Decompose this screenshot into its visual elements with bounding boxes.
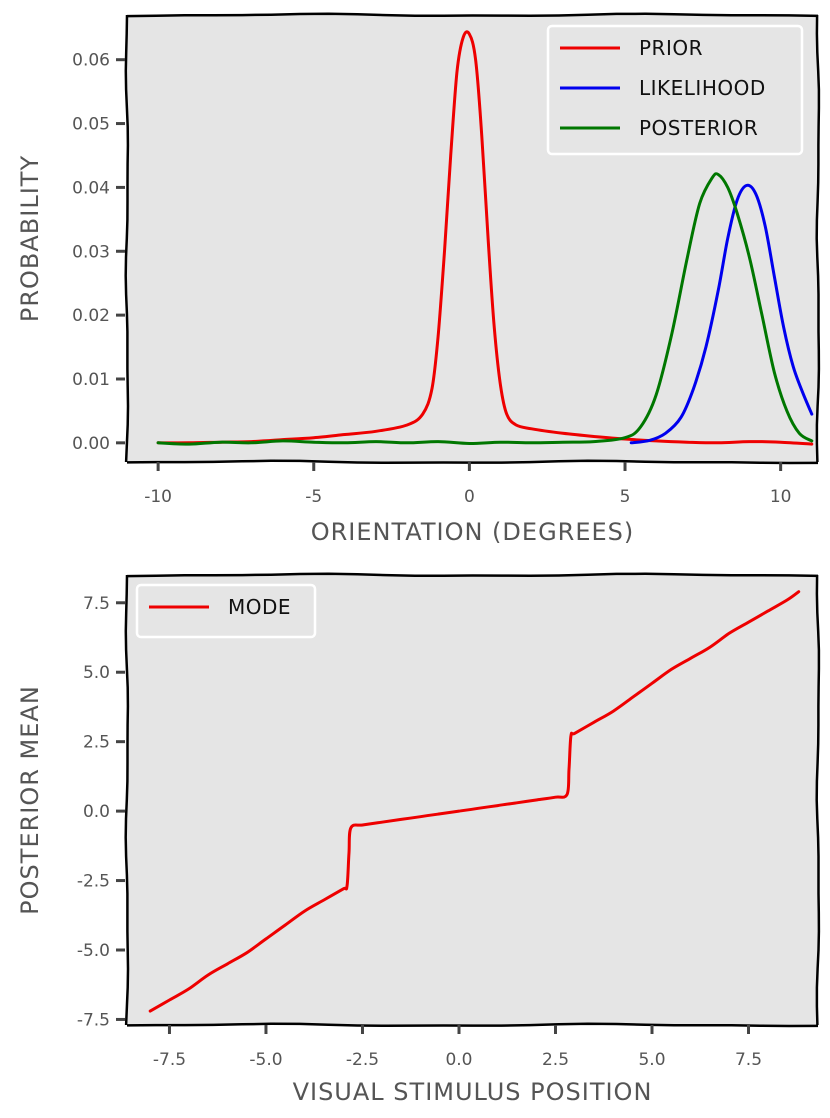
frame-right xyxy=(815,14,821,463)
x-tick-label: 0.0 xyxy=(445,1050,472,1070)
frame-top xyxy=(126,572,819,578)
y-tick-label: 2.5 xyxy=(83,733,110,753)
y-tick-label: 0.04 xyxy=(72,178,110,198)
x-tick-label: -2.5 xyxy=(346,1050,379,1070)
x-tick-label: -5.0 xyxy=(249,1050,282,1070)
frame-left xyxy=(124,14,130,463)
x-tick-label: 7.5 xyxy=(735,1050,762,1070)
x-tick-label: 0 xyxy=(464,487,475,507)
x-tick-label: 2.5 xyxy=(542,1050,569,1070)
y-tick-label: 0.05 xyxy=(72,115,110,135)
series-line-mode xyxy=(148,590,801,1013)
y-tick-label: -2.5 xyxy=(77,872,110,892)
y-tick-label: 0.03 xyxy=(72,242,110,262)
legend-label: POSTERIOR xyxy=(639,116,758,140)
y-axis-label: POSTERIOR MEAN xyxy=(16,685,44,915)
chart-probability: -10 -5 0 5 10 0.00 0.01 0.02 0.03 0.04 0.05 0.06 ORI… xyxy=(16,12,821,546)
legend-box xyxy=(546,24,804,156)
x-tick-label: 10 xyxy=(770,487,792,507)
x-axis-label: VISUAL STIMULUS POSITION xyxy=(293,1078,653,1106)
x-tick-label: -7.5 xyxy=(153,1050,186,1070)
frame-right xyxy=(815,574,821,1026)
y-tick-label: -7.5 xyxy=(77,1010,110,1030)
legend-label: PRIOR xyxy=(639,36,703,60)
series-line-prior xyxy=(156,30,814,446)
x-tick-label: 5.0 xyxy=(638,1050,665,1070)
x-tick-label: -10 xyxy=(144,487,172,507)
frame-left xyxy=(124,574,130,1026)
frame-bottom xyxy=(126,459,819,465)
x-tick-label: -5 xyxy=(305,487,322,507)
frame-top xyxy=(126,12,819,18)
y-tick-label: 0.02 xyxy=(72,306,110,326)
y-tick-label: 0.00 xyxy=(72,434,110,454)
legend-label: LIKELIHOOD xyxy=(639,76,766,100)
y-axis-label: PROBABILITY xyxy=(16,155,44,322)
legend-label: MODE xyxy=(228,595,291,619)
y-tick-label: 0.0 xyxy=(83,802,110,822)
series-line-likelihood xyxy=(629,183,814,445)
y-tick-label: -5.0 xyxy=(77,941,110,961)
x-tick-label: 5 xyxy=(620,487,631,507)
frame-bottom xyxy=(126,1022,819,1028)
y-tick-label: 7.5 xyxy=(83,594,110,614)
y-tick-label: 0.06 xyxy=(72,51,110,71)
chart-posterior-mean: -7.5 -5.0 -2.5 0.0 2.5 5.0 7.5 -7.5 -5.0 -2.5 0.0 2… xyxy=(16,572,821,1106)
y-tick-label: 0.01 xyxy=(72,370,110,390)
y-tick-label: 5.0 xyxy=(83,663,110,683)
x-axis-label: ORIENTATION (DEGREES) xyxy=(311,518,635,546)
legend-box xyxy=(135,583,317,639)
series-line-posterior xyxy=(156,172,814,446)
